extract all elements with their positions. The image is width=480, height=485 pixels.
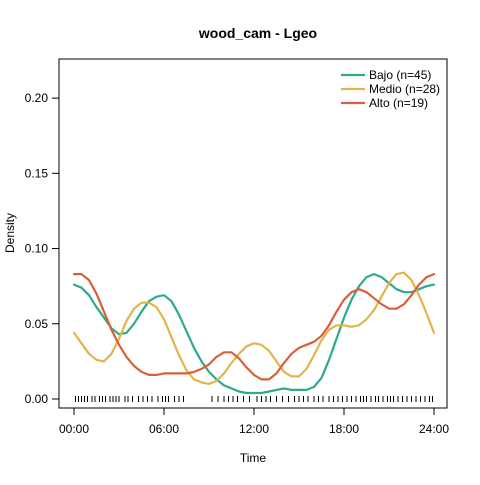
y-tick-label: 0.20 <box>25 91 49 105</box>
x-axis-label: Time <box>240 451 267 465</box>
legend: Bajo (n=45)Medio (n=28)Alto (n=19) <box>341 68 440 110</box>
y-axis-label: Density <box>3 213 17 253</box>
series-line <box>72 273 436 381</box>
y-axis: 0.00 0.05 0.10 0.15 0.20 <box>25 91 59 406</box>
x-tick-label: 18:00 <box>329 422 359 436</box>
legend-label: Medio (n=28) <box>369 82 440 96</box>
x-tick-label: 12:00 <box>239 422 269 436</box>
y-tick-label: 0.00 <box>25 392 49 406</box>
rug-marks <box>75 395 433 402</box>
series-line <box>72 273 436 395</box>
x-tick-label: 24:00 <box>419 422 449 436</box>
legend-label: Alto (n=19) <box>369 96 428 110</box>
x-tick-label: 00:00 <box>59 422 89 436</box>
x-tick-label: 06:00 <box>149 422 179 436</box>
series-line <box>72 271 436 385</box>
y-tick-label: 0.15 <box>25 166 49 180</box>
chart-title: wood_cam - Lgeo <box>198 25 317 41</box>
x-axis: 00:00 06:00 12:00 18:00 24:00 <box>59 408 449 436</box>
plot-frame <box>58 58 448 409</box>
legend-label: Bajo (n=45) <box>369 68 431 82</box>
y-tick-label: 0.10 <box>25 242 49 256</box>
series-lines <box>72 271 436 395</box>
y-tick-label: 0.05 <box>25 317 49 331</box>
